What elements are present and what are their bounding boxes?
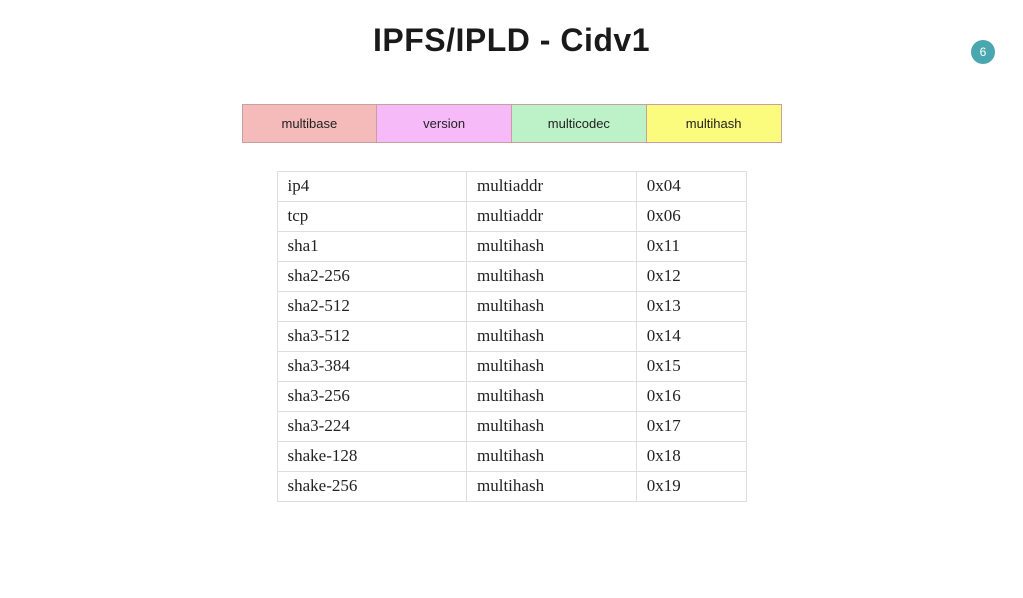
table-cell-name: sha1	[277, 232, 467, 262]
table-cell-name: sha3-224	[277, 412, 467, 442]
table-row: ip4multiaddr0x04	[277, 172, 746, 202]
table-row: sha2-256multihash0x12	[277, 262, 746, 292]
table-cell-name: sha3-512	[277, 322, 467, 352]
table-cell-name: sha3-256	[277, 382, 467, 412]
table-cell-type: multihash	[467, 292, 637, 322]
table-cell-code: 0x06	[636, 202, 746, 232]
segment-multicodec: multicodec	[512, 105, 647, 142]
table-cell-name: shake-128	[277, 442, 467, 472]
table-cell-name: tcp	[277, 202, 467, 232]
table-cell-name: sha3-384	[277, 352, 467, 382]
table-cell-code: 0x04	[636, 172, 746, 202]
table-cell-code: 0x11	[636, 232, 746, 262]
segment-multibase: multibase	[243, 105, 378, 142]
table-row: sha3-224multihash0x17	[277, 412, 746, 442]
segment-multihash: multihash	[647, 105, 781, 142]
segment-version: version	[377, 105, 512, 142]
table-cell-name: sha2-256	[277, 262, 467, 292]
table-cell-code: 0x14	[636, 322, 746, 352]
table-cell-type: multihash	[467, 382, 637, 412]
table-cell-code: 0x17	[636, 412, 746, 442]
table-cell-type: multihash	[467, 472, 637, 502]
table-cell-code: 0x19	[636, 472, 746, 502]
multicodec-table-body: ip4multiaddr0x04tcpmultiaddr0x06sha1mult…	[277, 172, 746, 502]
table-cell-type: multihash	[467, 322, 637, 352]
table-cell-code: 0x12	[636, 262, 746, 292]
table-cell-type: multihash	[467, 262, 637, 292]
table-cell-code: 0x13	[636, 292, 746, 322]
slide-title: IPFS/IPLD - Cidv1	[0, 22, 1023, 59]
page-number-text: 6	[980, 45, 987, 59]
table-cell-code: 0x16	[636, 382, 746, 412]
table-cell-type: multihash	[467, 442, 637, 472]
table-cell-type: multihash	[467, 352, 637, 382]
table-cell-type: multiaddr	[467, 202, 637, 232]
table-cell-type: multihash	[467, 232, 637, 262]
table-cell-name: shake-256	[277, 472, 467, 502]
table-row: sha2-512multihash0x13	[277, 292, 746, 322]
table-row: sha3-384multihash0x15	[277, 352, 746, 382]
cid-structure-diagram: multibase version multicodec multihash	[242, 104, 782, 143]
page-number-badge: 6	[971, 40, 995, 64]
table-row: sha1multihash0x11	[277, 232, 746, 262]
table-cell-type: multihash	[467, 412, 637, 442]
table-cell-code: 0x15	[636, 352, 746, 382]
table-row: shake-256multihash0x19	[277, 472, 746, 502]
table-cell-code: 0x18	[636, 442, 746, 472]
table-cell-name: sha2-512	[277, 292, 467, 322]
table-row: sha3-512multihash0x14	[277, 322, 746, 352]
table-cell-name: ip4	[277, 172, 467, 202]
table-row: shake-128multihash0x18	[277, 442, 746, 472]
table-cell-type: multiaddr	[467, 172, 637, 202]
table-row: tcpmultiaddr0x06	[277, 202, 746, 232]
multicodec-table: ip4multiaddr0x04tcpmultiaddr0x06sha1mult…	[277, 171, 747, 502]
table-row: sha3-256multihash0x16	[277, 382, 746, 412]
